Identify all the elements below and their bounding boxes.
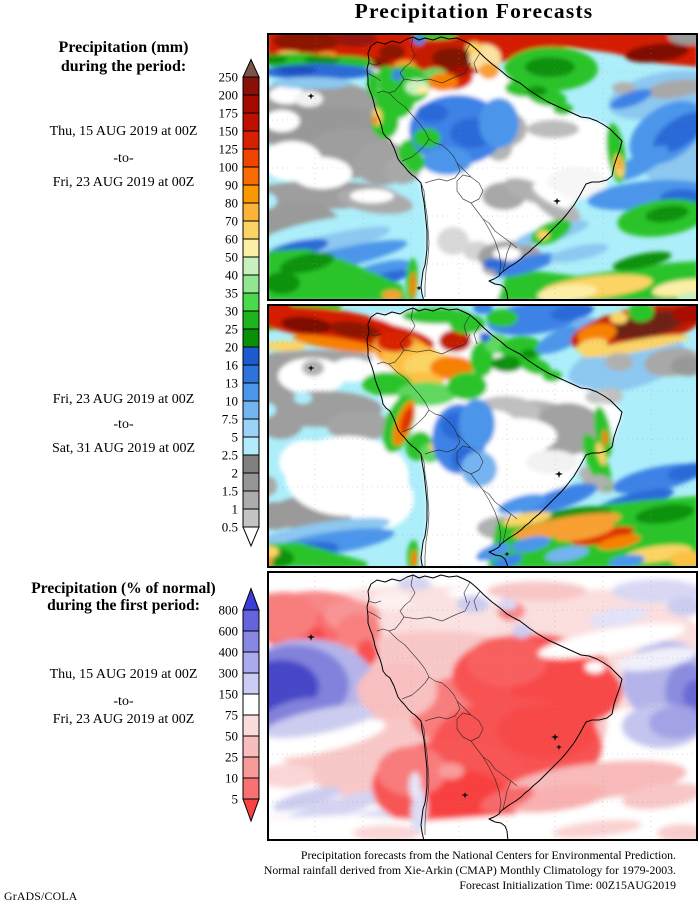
svg-text:25: 25 [225, 750, 238, 765]
svg-text:0.5: 0.5 [222, 520, 238, 535]
svg-text:600: 600 [219, 624, 239, 639]
svg-text:10: 10 [225, 394, 238, 409]
svg-text:20: 20 [225, 340, 238, 355]
svg-text:150: 150 [219, 124, 239, 139]
svg-text:1: 1 [232, 502, 239, 517]
svg-text:5: 5 [232, 792, 239, 807]
svg-text:13: 13 [225, 376, 238, 391]
svg-text:50: 50 [225, 729, 238, 744]
svg-text:250: 250 [219, 70, 239, 85]
svg-text:150: 150 [219, 687, 239, 702]
svg-text:400: 400 [219, 645, 239, 660]
svg-text:40: 40 [225, 268, 238, 283]
svg-text:75: 75 [225, 708, 238, 723]
svg-text:16: 16 [225, 358, 239, 373]
svg-text:90: 90 [225, 178, 238, 193]
svg-text:60: 60 [225, 232, 238, 247]
svg-text:5: 5 [232, 430, 239, 445]
svg-text:70: 70 [225, 214, 238, 229]
svg-text:125: 125 [219, 142, 239, 157]
svg-text:10: 10 [225, 771, 238, 786]
svg-text:1.5: 1.5 [222, 484, 238, 499]
svg-text:200: 200 [219, 88, 239, 103]
svg-text:25: 25 [225, 322, 238, 337]
svg-text:2.5: 2.5 [222, 448, 238, 463]
svg-text:2: 2 [232, 466, 239, 481]
svg-text:80: 80 [225, 196, 238, 211]
svg-text:800: 800 [219, 603, 239, 618]
svg-text:30: 30 [225, 304, 238, 319]
svg-text:7.5: 7.5 [222, 412, 238, 427]
svg-text:50: 50 [225, 250, 238, 265]
svg-text:100: 100 [219, 160, 239, 175]
svg-text:175: 175 [219, 106, 239, 121]
svg-text:300: 300 [219, 666, 239, 681]
svg-text:35: 35 [225, 286, 238, 301]
